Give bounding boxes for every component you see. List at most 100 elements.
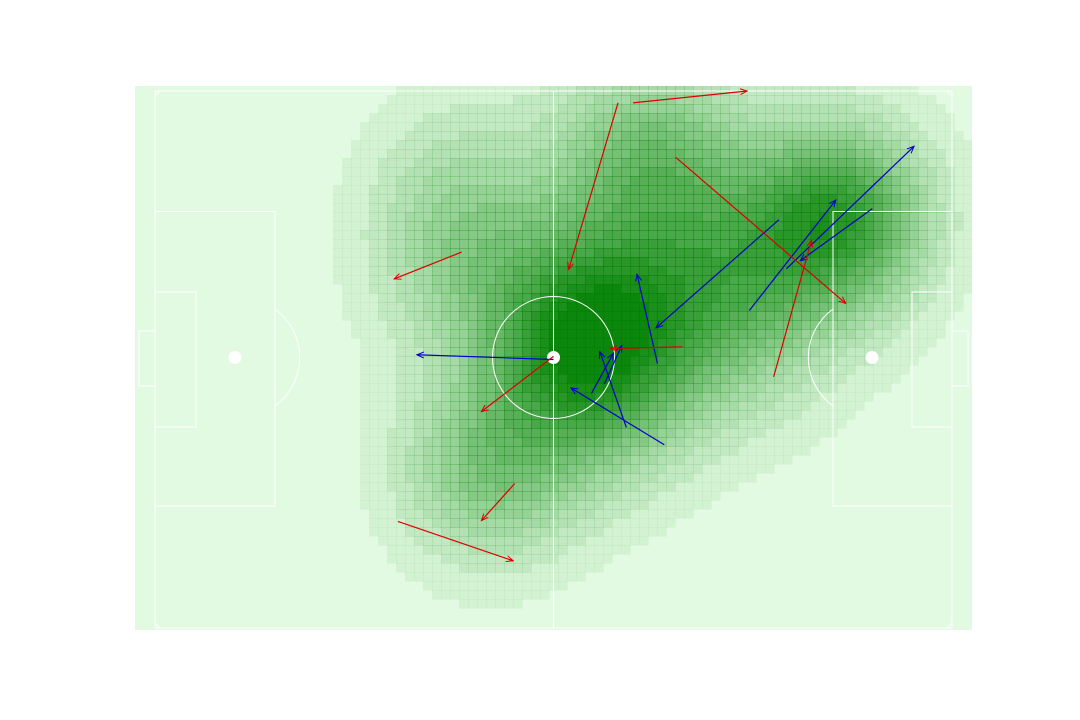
density-cell <box>918 266 928 276</box>
density-cell <box>486 365 496 375</box>
density-cell <box>657 266 667 276</box>
density-cell <box>531 203 541 213</box>
density-cell <box>576 536 586 546</box>
density-cell <box>756 194 766 204</box>
density-cell <box>738 203 748 213</box>
density-cell <box>918 95 928 105</box>
density-cell <box>630 185 640 195</box>
density-cell <box>459 527 469 537</box>
density-cell <box>720 401 730 411</box>
density-cell <box>612 257 622 267</box>
density-cell <box>477 95 487 105</box>
density-cell <box>387 392 397 402</box>
density-cell <box>675 428 685 438</box>
density-cell <box>648 302 658 312</box>
density-cell <box>360 347 370 357</box>
density-cell <box>459 464 469 474</box>
density-cell <box>522 527 532 537</box>
density-cell <box>594 194 604 204</box>
density-cell <box>405 248 415 258</box>
density-cell <box>558 455 568 465</box>
density-cell <box>450 491 460 501</box>
density-cell <box>369 158 379 168</box>
density-cell <box>765 149 775 159</box>
density-cell <box>612 122 622 132</box>
density-cell <box>738 293 748 303</box>
density-cell <box>711 482 721 492</box>
density-cell <box>468 203 478 213</box>
density-cell <box>693 113 703 123</box>
density-cell <box>360 437 370 447</box>
density-cell <box>567 104 577 114</box>
density-cell <box>675 491 685 501</box>
density-cell <box>522 275 532 285</box>
density-cell <box>810 185 820 195</box>
density-cell <box>945 284 955 294</box>
density-cell <box>837 302 847 312</box>
density-cell <box>693 410 703 420</box>
density-cell <box>873 338 883 348</box>
density-cell <box>657 446 667 456</box>
density-cell <box>594 437 604 447</box>
density-cell <box>693 491 703 501</box>
density-cell <box>477 383 487 393</box>
density-cell <box>729 410 739 420</box>
density-cell <box>441 428 451 438</box>
density-cell <box>342 203 352 213</box>
density-cell <box>405 572 415 582</box>
density-cell <box>387 545 397 555</box>
density-cell <box>864 221 874 231</box>
density-cell <box>513 248 523 258</box>
density-cell <box>657 275 667 285</box>
density-cell <box>756 383 766 393</box>
density-cell <box>648 446 658 456</box>
pass-arrow-blue <box>590 353 613 394</box>
density-cell <box>558 176 568 186</box>
density-cell <box>378 410 388 420</box>
density-cell <box>486 131 496 141</box>
density-cell <box>396 365 406 375</box>
density-cell <box>765 239 775 249</box>
density-cell <box>414 284 424 294</box>
density-cell <box>441 329 451 339</box>
density-cell <box>531 95 541 105</box>
density-cell <box>846 383 856 393</box>
density-cell <box>729 221 739 231</box>
density-cell <box>648 239 658 249</box>
density-cell <box>756 365 766 375</box>
density-cell <box>711 374 721 384</box>
density-cell <box>909 320 919 330</box>
density-cell <box>666 284 676 294</box>
density-cell <box>459 293 469 303</box>
density-cell <box>495 212 505 222</box>
density-cell <box>729 392 739 402</box>
density-cell <box>729 329 739 339</box>
density-cell <box>621 167 631 177</box>
density-cell <box>522 545 532 555</box>
density-cell <box>513 131 523 141</box>
density-cell <box>414 374 424 384</box>
density-cell <box>648 257 658 267</box>
density-cell <box>810 257 820 267</box>
density-cell <box>756 446 766 456</box>
density-cell <box>414 194 424 204</box>
density-cell <box>540 419 550 429</box>
density-cell <box>567 419 577 429</box>
density-cell <box>495 572 505 582</box>
density-cell <box>531 509 541 519</box>
density-cell <box>441 491 451 501</box>
density-cell <box>801 275 811 285</box>
density-cell <box>927 158 937 168</box>
density-cell <box>531 473 541 483</box>
density-cell <box>936 230 946 240</box>
density-cell <box>387 221 397 231</box>
density-cell <box>387 527 397 537</box>
density-cell <box>594 266 604 276</box>
density-cell <box>630 419 640 429</box>
density-cell <box>765 248 775 258</box>
density-cell <box>765 419 775 429</box>
density-cell <box>459 302 469 312</box>
density-cell <box>675 167 685 177</box>
density-cell <box>810 239 820 249</box>
density-cell <box>621 122 631 132</box>
